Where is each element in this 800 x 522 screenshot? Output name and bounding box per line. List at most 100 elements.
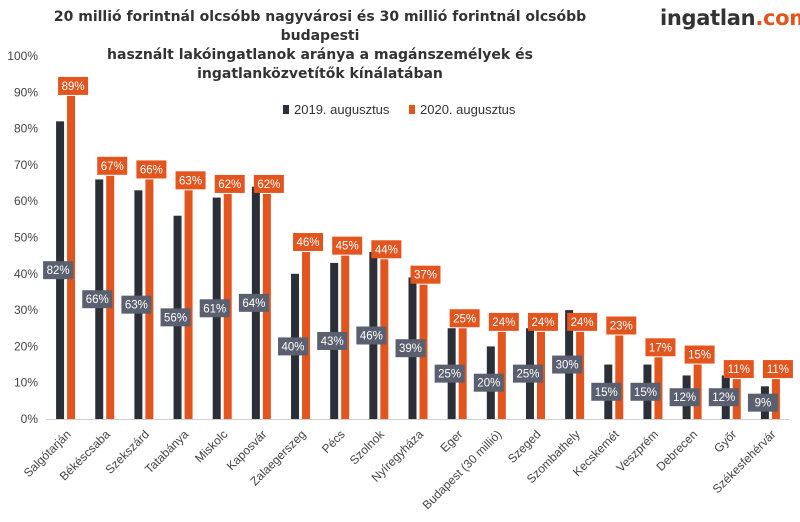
data-label-2020: 66% xyxy=(140,164,163,176)
data-label-2019: 9% xyxy=(755,398,772,410)
data-label-2020-bg xyxy=(567,312,598,331)
data-label-2019: 30% xyxy=(556,360,579,372)
data-label-2020-bg xyxy=(488,312,519,331)
data-label-2020-bg xyxy=(762,360,793,379)
y-tick-label: 30% xyxy=(14,303,38,317)
data-label-2020-bg xyxy=(332,236,363,255)
bar-2020 xyxy=(67,95,76,420)
data-label-2020: 62% xyxy=(257,179,280,191)
data-label-2020: 45% xyxy=(336,241,359,253)
data-label-2019: 61% xyxy=(203,303,226,315)
data-label-2019: 66% xyxy=(86,294,109,306)
data-label-2020: 24% xyxy=(531,317,554,329)
data-label-2020: 62% xyxy=(218,179,241,191)
bar-2020 xyxy=(576,331,585,419)
data-label-2020: 11% xyxy=(728,364,750,376)
data-label-2020: 25% xyxy=(453,313,476,325)
y-tick-label: 20% xyxy=(14,339,38,353)
data-label-2020-bg xyxy=(645,338,676,357)
data-label-2020-bg xyxy=(175,171,206,190)
y-tick-label: 10% xyxy=(14,376,38,390)
bar-2020 xyxy=(184,190,193,419)
legend: 2019. augusztus 2020. augusztus xyxy=(283,102,516,117)
x-tick-label: Tatabánya xyxy=(142,427,191,476)
data-label-2019: 46% xyxy=(360,331,383,343)
bar-2020 xyxy=(302,252,311,419)
data-label-2020-bg xyxy=(527,312,558,331)
y-tick-label: 100% xyxy=(7,49,38,63)
data-label-2020-bg xyxy=(684,345,715,364)
data-label-2019-bg xyxy=(160,308,191,327)
x-tick-label: Győr xyxy=(711,427,739,455)
data-label-2019-bg xyxy=(747,393,778,412)
y-tick-label: 0% xyxy=(21,412,39,426)
data-label-2020-bg xyxy=(606,316,637,335)
data-label-2020-bg xyxy=(410,265,441,284)
data-label-2019: 12% xyxy=(673,392,696,404)
logo-dot: . xyxy=(755,6,763,30)
data-label-2019-bg xyxy=(708,388,739,407)
data-label-2019-bg xyxy=(669,388,700,407)
data-label-2019-bg xyxy=(121,295,152,314)
data-label-2019-bg xyxy=(238,293,269,312)
y-tick-label: 70% xyxy=(14,158,38,172)
legend-label-2019: 2019. augusztus xyxy=(294,102,390,117)
data-label-2019: 25% xyxy=(516,369,539,381)
data-label-2019: 43% xyxy=(321,336,344,348)
data-label-2019-bg xyxy=(356,326,387,345)
y-tick-label: 50% xyxy=(14,231,38,245)
data-label-2019: 40% xyxy=(282,341,305,353)
y-tick-label: 80% xyxy=(14,122,38,136)
chart-title: 20 millió forintnál olcsóbb nagyvárosi é… xyxy=(40,8,600,84)
data-label-2019-bg xyxy=(395,339,426,358)
data-label-2020: 24% xyxy=(492,317,515,329)
data-label-2019: 82% xyxy=(47,265,70,277)
data-label-2019: 15% xyxy=(634,387,657,399)
data-label-2019-bg xyxy=(473,373,504,392)
data-label-2019-bg xyxy=(552,355,583,374)
data-label-2019-bg xyxy=(317,331,348,350)
chart-title-line-2: használt lakóingatlanok aránya a magánsz… xyxy=(107,47,533,82)
x-tick-label: Szeged xyxy=(505,427,544,466)
data-label-2019-bg xyxy=(82,290,113,309)
data-label-2020: 11% xyxy=(767,364,789,376)
data-label-2019-bg xyxy=(434,364,465,383)
data-label-2019-bg xyxy=(43,261,74,280)
x-tick-label: Pécs xyxy=(319,427,348,456)
y-tick-label: 90% xyxy=(14,85,38,99)
data-label-2020: 37% xyxy=(414,270,437,282)
data-label-2019-bg xyxy=(199,299,230,318)
bar-2020 xyxy=(615,335,624,419)
ingatlan-logo[interactable]: ingatlan.com xyxy=(660,6,800,30)
data-label-2019: 63% xyxy=(125,300,148,312)
data-label-2020: 46% xyxy=(297,237,320,249)
data-label-2020-bg xyxy=(253,174,284,193)
data-label-2020-bg xyxy=(371,240,402,259)
data-label-2019-bg xyxy=(512,364,543,383)
data-label-2020: 67% xyxy=(101,161,124,173)
data-label-2020: 17% xyxy=(649,342,672,354)
data-label-2020-bg xyxy=(293,233,324,252)
y-tick-label: 40% xyxy=(14,267,38,281)
data-label-2019: 12% xyxy=(712,392,735,404)
data-label-2020: 23% xyxy=(610,321,633,333)
legend-swatch-2020 xyxy=(409,105,415,114)
legend-swatch-2019 xyxy=(283,105,289,114)
x-tick-label: Miskolc xyxy=(192,427,230,465)
data-label-2020-bg xyxy=(97,156,128,175)
data-label-2019: 64% xyxy=(242,298,265,310)
data-labels: 82% 89% 66% 67% 63% 66% 56% 63% 61% 62% 64% 62% 40% 4… xyxy=(43,76,793,412)
data-label-2019: 20% xyxy=(477,378,500,390)
data-label-2020-bg xyxy=(449,309,480,328)
data-label-2020: 89% xyxy=(62,81,85,93)
chart-title-line-1: 20 millió forintnál olcsóbb nagyvárosi é… xyxy=(53,9,587,44)
logo-main-text: ingatlan xyxy=(660,6,756,30)
data-label-2019-bg xyxy=(591,382,622,401)
y-tick-label: 60% xyxy=(14,194,38,208)
y-axis: 0% 10% 20% 30% 40% 50% 60% 70% 80% 90% 100% xyxy=(7,49,790,426)
x-tick-label: Eger xyxy=(437,427,465,455)
data-label-2020-bg xyxy=(214,174,245,193)
data-label-2020: 15% xyxy=(688,350,711,362)
data-label-2020: 44% xyxy=(375,244,398,256)
